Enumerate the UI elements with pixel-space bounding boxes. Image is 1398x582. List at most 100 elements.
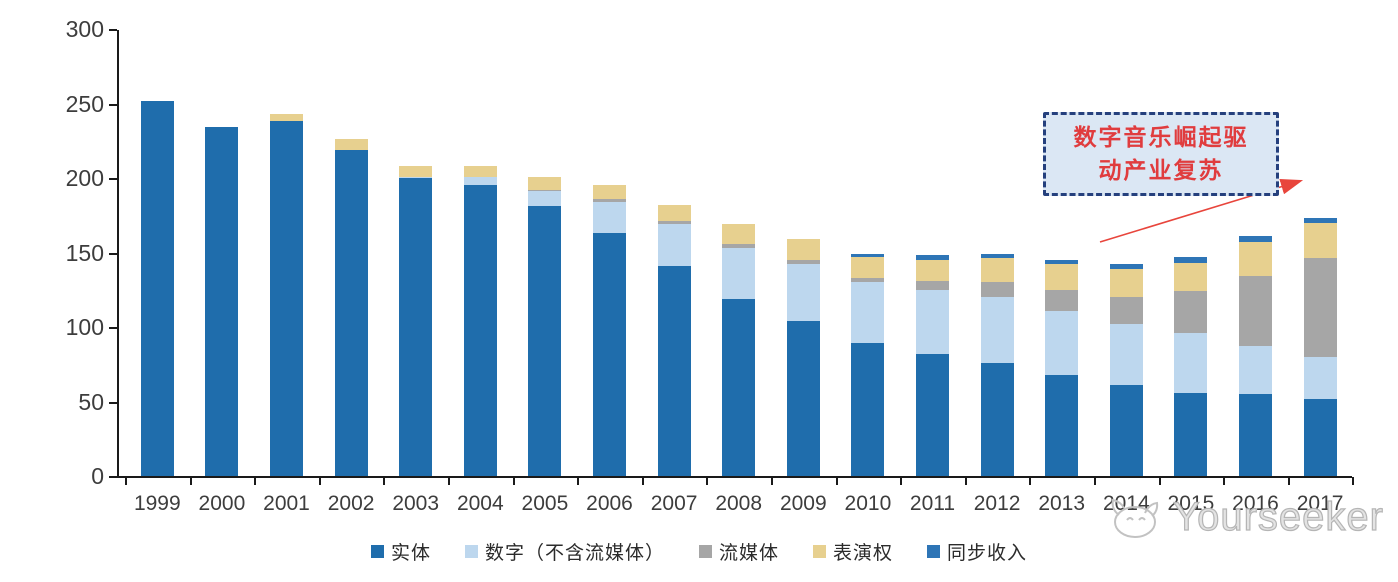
x-tick-label-2017: 2017 bbox=[1296, 492, 1344, 515]
x-tick bbox=[771, 477, 773, 485]
bar-segment-2003 bbox=[399, 166, 433, 177]
legend-item: 实体 bbox=[370, 538, 431, 565]
bar-segment-2016 bbox=[1239, 236, 1272, 243]
y-tick-label: 50 bbox=[78, 388, 104, 415]
bar-segment-2000 bbox=[205, 127, 239, 476]
bar-segment-2006 bbox=[593, 201, 626, 234]
bar-segment-2002 bbox=[334, 139, 368, 150]
legend-item: 数字（不含流媒体） bbox=[464, 538, 665, 565]
annotation-callout: 数字音乐崛起驱 动产业复苏 bbox=[1043, 112, 1279, 196]
bar-segment-2013 bbox=[1045, 259, 1079, 265]
x-tick bbox=[706, 477, 709, 485]
bar-segment-2014 bbox=[1109, 268, 1143, 298]
bar-segment-2010 bbox=[851, 256, 885, 278]
x-tick-label-2009: 2009 bbox=[779, 492, 827, 515]
legend-swatch-icon bbox=[698, 544, 712, 558]
legend-swatch-icon bbox=[370, 544, 384, 558]
x-tick bbox=[125, 477, 127, 485]
bar-segment-2011 bbox=[916, 353, 949, 476]
bar-segment-2009 bbox=[786, 259, 820, 265]
annotation-text-line2: 动产业复苏 bbox=[1098, 157, 1224, 183]
bar-segment-2005 bbox=[528, 189, 562, 192]
legend-label: 流媒体 bbox=[718, 542, 779, 564]
legend: 实体 数字（不含流媒体） 流媒体 表演权 同步收入 bbox=[0, 536, 1398, 566]
bar-segment-2017 bbox=[1303, 398, 1337, 476]
bar-segment-2015 bbox=[1174, 256, 1208, 263]
bar-segment-2011 bbox=[916, 259, 949, 281]
bar-segment-2001 bbox=[270, 121, 303, 476]
bar-segment-2012 bbox=[980, 282, 1014, 298]
bar-segment-2013 bbox=[1045, 264, 1079, 290]
x-tick bbox=[964, 477, 967, 485]
bar-segment-2004 bbox=[463, 176, 497, 186]
bar-segment-2017 bbox=[1303, 218, 1337, 223]
bar-segment-2015 bbox=[1174, 392, 1208, 476]
bar-segment-2014 bbox=[1109, 264, 1143, 269]
x-tick bbox=[383, 477, 386, 485]
y-tick-label: 100 bbox=[65, 314, 104, 340]
bar-segment-2014 bbox=[1109, 324, 1143, 386]
x-tick bbox=[189, 477, 192, 485]
bar-segment-2009 bbox=[786, 264, 820, 322]
x-tick bbox=[1158, 477, 1161, 485]
bar-segment-2007 bbox=[657, 221, 691, 225]
x-tick-label-2002: 2002 bbox=[327, 492, 375, 515]
y-tick-label: 300 bbox=[65, 16, 104, 42]
x-axis-line bbox=[117, 476, 1353, 478]
y-tick bbox=[109, 327, 117, 329]
bar-segment-2014 bbox=[1109, 297, 1143, 324]
x-tick-label-2001: 2001 bbox=[263, 492, 310, 515]
legend-label: 同步收入 bbox=[947, 542, 1028, 564]
legend-item: 流媒体 bbox=[698, 538, 779, 565]
bar-segment-2002 bbox=[334, 149, 368, 476]
x-tick bbox=[318, 477, 321, 485]
legend-label: 数字（不含流媒体） bbox=[484, 542, 665, 564]
bar-segment-2006 bbox=[593, 198, 626, 202]
x-tick bbox=[577, 477, 580, 485]
legend-item: 表演权 bbox=[813, 538, 893, 565]
x-tick bbox=[900, 477, 903, 485]
legend-label: 表演权 bbox=[833, 542, 894, 564]
x-tick bbox=[1223, 477, 1226, 485]
bar-segment-2006 bbox=[593, 185, 626, 199]
bar-segment-2013 bbox=[1045, 289, 1079, 311]
y-tick-label: 250 bbox=[65, 90, 104, 117]
x-tick bbox=[1094, 477, 1096, 485]
bar-segment-2004 bbox=[463, 185, 497, 476]
bar-segment-2012 bbox=[980, 258, 1014, 283]
x-tick-label-2008: 2008 bbox=[715, 492, 763, 515]
bar-segment-2001 bbox=[270, 113, 303, 122]
x-tick-label-2004: 2004 bbox=[456, 492, 504, 515]
y-tick bbox=[109, 178, 117, 180]
y-tick-label: 200 bbox=[65, 165, 104, 191]
bar-segment-2006 bbox=[593, 233, 626, 476]
bar-segment-2008 bbox=[722, 243, 756, 249]
bar-segment-2010 bbox=[851, 343, 885, 476]
x-tick bbox=[1352, 477, 1355, 485]
y-tick bbox=[109, 29, 117, 31]
bar-segment-2017 bbox=[1303, 222, 1337, 259]
x-tick-label-2012: 2012 bbox=[973, 492, 1021, 515]
bar-segment-2008 bbox=[722, 224, 756, 244]
bar-segment-2010 bbox=[851, 277, 885, 283]
bar-segment-2016 bbox=[1239, 242, 1272, 277]
x-tick bbox=[1029, 477, 1032, 485]
x-tick-label-2010: 2010 bbox=[844, 492, 892, 515]
bar-segment-2008 bbox=[722, 298, 756, 476]
bar-segment-1999 bbox=[140, 100, 174, 476]
bar-segment-2012 bbox=[980, 253, 1014, 259]
x-tick bbox=[641, 477, 644, 485]
x-tick-label-2011: 2011 bbox=[909, 492, 956, 515]
bar-segment-2013 bbox=[1045, 310, 1079, 375]
x-tick-label-2005: 2005 bbox=[521, 492, 569, 515]
x-tick-label-1999: 1999 bbox=[133, 492, 181, 515]
y-tick bbox=[109, 103, 117, 106]
bar-segment-2010 bbox=[851, 282, 885, 344]
bar-segment-2005 bbox=[528, 191, 562, 207]
bar-segment-2013 bbox=[1045, 374, 1079, 476]
legend-label: 实体 bbox=[390, 542, 431, 564]
x-tick-label-2014: 2014 bbox=[1102, 492, 1150, 515]
bar-segment-2015 bbox=[1174, 262, 1208, 292]
